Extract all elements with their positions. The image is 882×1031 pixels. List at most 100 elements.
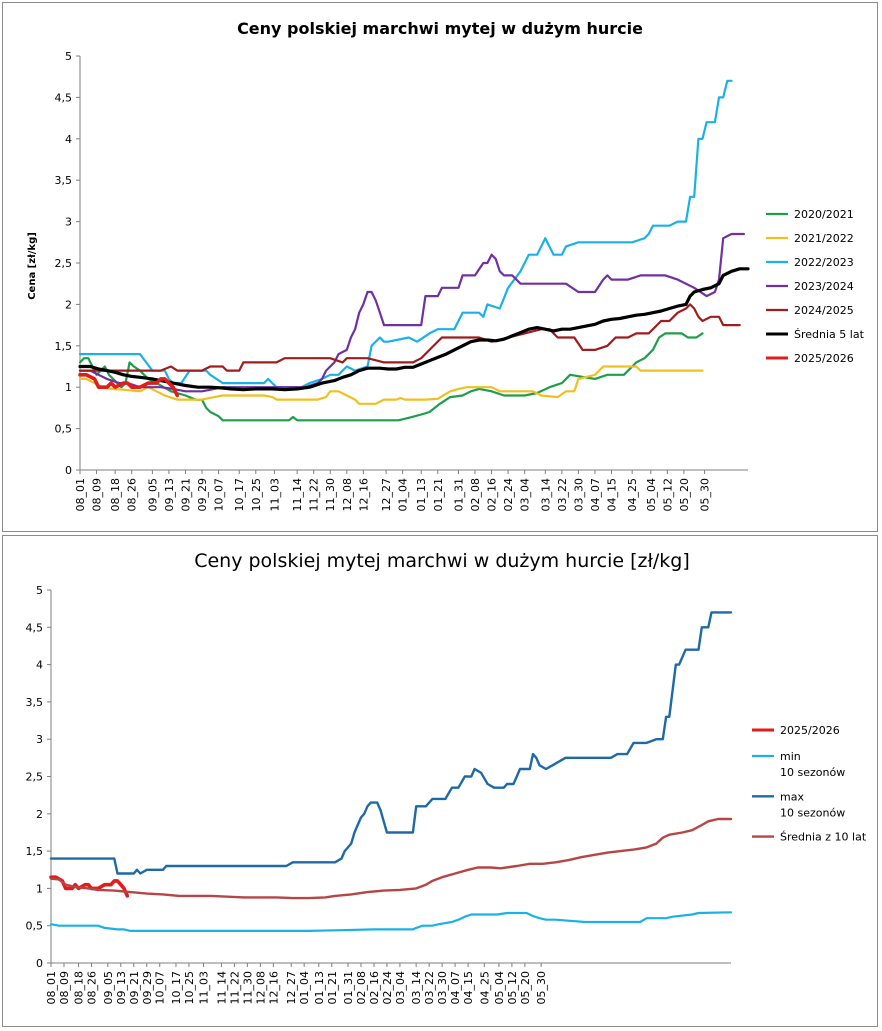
legend-item-0: 2020/2021 — [766, 208, 854, 221]
x-tick-label: 11_03 — [268, 478, 281, 512]
x-tick-label: 11_30 — [324, 478, 337, 512]
x-tick-label: 11_22 — [228, 971, 241, 1005]
y-tick-label: 5 — [65, 50, 72, 63]
y-tick-label: 4 — [65, 133, 72, 146]
legend-item-3: 2023/2024 — [766, 280, 854, 293]
x-tick-label: 02_16 — [368, 971, 381, 1005]
legend-label: max — [780, 790, 804, 803]
legend-item-5: Średnia 5 lat — [766, 328, 865, 341]
chart-bottom: Ceny polskiej mytej marchwi w dużym hurc… — [2, 535, 878, 1027]
chart-top: Ceny polskiej marchwi mytej w dużym hurc… — [2, 2, 878, 532]
y-tick-label: 0 — [65, 464, 72, 477]
legend-item-2: max 10 sezonów — [752, 790, 845, 819]
x-tick-label: 04_07 — [449, 971, 462, 1005]
x-tick-label: 05_20 — [678, 478, 691, 512]
legend-item-3: Średnia z 10 lat — [752, 831, 867, 844]
series-line-2 — [78, 79, 733, 389]
legend-item-0: 2025/2026 — [752, 724, 840, 737]
legend-label: Średnia 5 lat — [794, 328, 865, 341]
legend-label: 2025/2026 — [780, 724, 840, 737]
series-line-5 — [78, 267, 750, 392]
x-tick-label: 01_13 — [313, 971, 326, 1005]
y-tick-label: 2,5 — [26, 771, 44, 784]
x-tick-label: 12_08 — [254, 971, 267, 1005]
x-tick-label: 03_14 — [539, 478, 552, 512]
y-tick-label: 3 — [36, 733, 43, 746]
legend-item-4: 2024/2025 — [766, 304, 854, 317]
x-tick-label: 03_30 — [436, 971, 449, 1005]
x-tick-label: 05_04 — [493, 971, 506, 1005]
chart-top-legend: 2020/2021 2021/2022 2022/2023 2023/2024 2024… — [766, 208, 865, 365]
y-tick-label: 2 — [65, 298, 72, 311]
x-tick-label: 10_07 — [154, 971, 167, 1005]
legend-item-6: 2025/2026 — [766, 352, 854, 365]
x-tick-label: 04_25 — [478, 971, 491, 1005]
x-tick-label: 05_04 — [645, 478, 658, 512]
x-tick-label: 02_08 — [469, 478, 482, 512]
x-tick-label: 04_25 — [626, 478, 639, 512]
series-line-1 — [78, 365, 704, 405]
y-tick-label: 2 — [36, 808, 43, 821]
x-tick-label: 12_08 — [341, 478, 354, 512]
y-tick-label: 4,5 — [26, 621, 44, 634]
x-tick-label: 01_21 — [326, 971, 339, 1005]
y-tick-label: 5 — [36, 584, 43, 597]
y-tick-label: 1,5 — [26, 845, 44, 858]
x-tick-label: 04_07 — [589, 478, 602, 512]
x-tick-label: 08_09 — [58, 971, 71, 1005]
x-tick-label: 09_13 — [163, 478, 176, 512]
x-tick-label: 11_22 — [308, 478, 321, 512]
x-tick-label: 03_22 — [423, 971, 436, 1005]
x-tick-label: 01_04 — [397, 478, 410, 512]
x-tick-label: 03_04 — [519, 478, 532, 512]
x-tick-label: 08_18 — [73, 971, 86, 1005]
x-tick-label: 10_25 — [250, 478, 263, 512]
chart-bottom-title: Ceny polskiej mytej marchwi w dużym hurc… — [194, 550, 690, 572]
legend-item-1: min 10 sezonów — [752, 750, 845, 779]
x-tick-label: 03_04 — [394, 971, 407, 1005]
x-tick-label: 05_12 — [661, 478, 674, 512]
x-tick-label: 10_17 — [170, 971, 183, 1005]
x-tick-label: 08_01 — [45, 971, 58, 1005]
x-tick-label: 01_04 — [298, 971, 311, 1005]
chart-bottom-legend: 2025/2026 min 10 sezonów max 10 sezonów Średn… — [752, 724, 867, 844]
x-tick-label: 11_03 — [198, 971, 211, 1005]
legend-label: 2020/2021 — [794, 208, 854, 221]
x-tick-label: 12_27 — [285, 971, 298, 1005]
x-tick-label: 09_29 — [141, 971, 154, 1005]
x-tick-label: 08_26 — [126, 478, 139, 512]
y-tick-label: 1,5 — [55, 340, 73, 353]
legend-label: 2025/2026 — [794, 352, 854, 365]
legend-label: 10 sezonów — [780, 806, 845, 819]
x-tick-label: 11_30 — [241, 971, 254, 1005]
x-tick-label: 05_20 — [519, 971, 532, 1005]
legend-label: 2023/2024 — [794, 280, 854, 293]
x-tick-label: 09_21 — [128, 971, 141, 1005]
legend-label: 2022/2023 — [794, 256, 854, 269]
x-tick-label: 05_30 — [699, 478, 712, 512]
legend-label: 10 sezonów — [780, 766, 845, 779]
x-tick-label: 09_29 — [196, 478, 209, 512]
y-tick-label: 1 — [65, 381, 72, 394]
y-tick-label: 0,5 — [26, 920, 44, 933]
x-tick-label: 10_07 — [213, 478, 226, 512]
chart-bottom-series — [49, 611, 733, 932]
y-tick-label: 4 — [36, 659, 43, 672]
y-tick-label: 3 — [65, 216, 72, 229]
chart-bottom-axes: 0 0,5 1 1,5 2 2,5 3 3,5 4 4,5 5 08_01 08_09 08_18 08_2… — [26, 584, 731, 1005]
x-tick-label: 08_18 — [109, 478, 122, 512]
x-tick-label: 11_14 — [215, 971, 228, 1005]
x-tick-label: 05_12 — [506, 971, 519, 1005]
x-tick-label: 03_22 — [556, 478, 569, 512]
x-tick-label: 11_14 — [291, 478, 304, 512]
x-tick-label: 10_25 — [183, 971, 196, 1005]
x-tick-label: 01_31 — [342, 971, 355, 1005]
x-tick-label: 05_30 — [535, 971, 548, 1005]
x-tick-label: 01_13 — [415, 478, 428, 512]
x-tick-label: 02_24 — [502, 478, 515, 512]
y-tick-label: 0 — [36, 957, 43, 970]
series-line-3 — [49, 817, 733, 900]
y-tick-label: 4,5 — [55, 91, 73, 104]
y-tick-label: 2,5 — [55, 257, 73, 270]
x-tick-label: 08_09 — [91, 478, 104, 512]
